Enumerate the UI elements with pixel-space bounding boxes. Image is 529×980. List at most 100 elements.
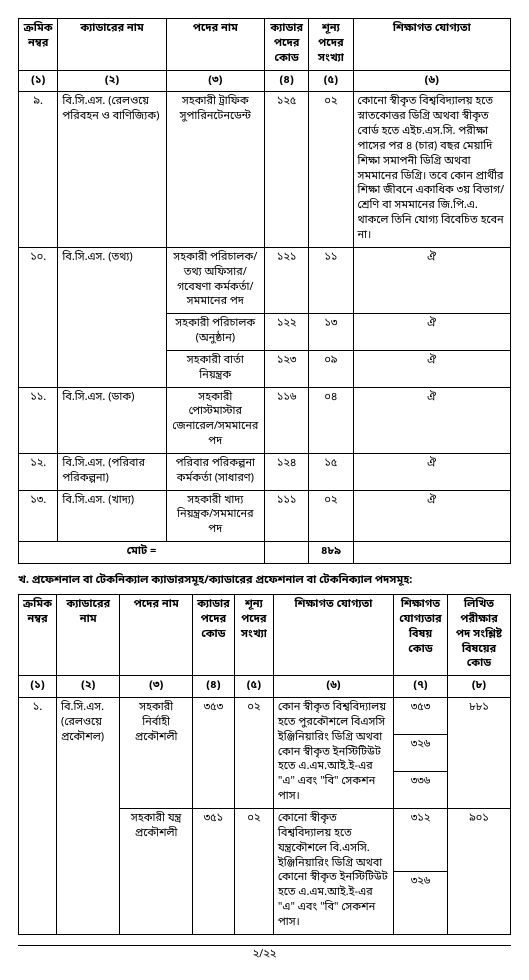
col-post: পদের নাম [166,19,264,71]
cell-vac: ০২ [309,92,353,247]
cell-vac: ০৪ [309,387,353,453]
cell-code: ১২৩ [264,350,308,387]
cell-cadre: বি.সি.এস. (খাদ্য) [58,490,166,542]
table-row: ১০. বি.সি.এস. (তথ্য) সহকারী পরিচালক/তথ্য… [19,247,511,313]
col-qual: শিক্ষাগত যোগ্যতা [273,595,393,676]
cell-vac: ১৩ [309,314,353,351]
cell-code: ১২১ [264,247,308,313]
cell-sl: ১১. [19,387,58,453]
sub-1: (১) [19,70,58,92]
table-2: ক্রমিক নম্বর ক্যাডারের নাম পদের নাম ক্যা… [18,594,511,935]
table-row: ৯. বি.সি.এস. (রেলওয়ে পরিবহন ও বাণিজ্যিক… [19,92,511,247]
sub-6: (৬) [353,70,510,92]
cell-code: ১২৫ [264,92,308,247]
cell-post: সহকারী পরিচালক (অনুষ্ঠান) [166,314,264,351]
cell-code: ১২২ [264,314,308,351]
col-vac: শূন্য পদের সংখ্যা [309,19,353,71]
cell-sl: ৯. [19,92,58,247]
cell-sl: ১৩. [19,490,58,542]
cell-code: ৩৫৩ [192,698,234,809]
sub-4: (৪) [192,676,234,698]
sub-5: (৫) [309,70,353,92]
table-row: (১) (২) (৩) (৪) (৫) (৬) [19,70,511,92]
table-row: ১১. বি.সি.এস. (ডাক) সহকারী পোস্টমাস্টার … [19,387,511,453]
cell-subj: ৩২৬ [393,735,447,772]
cell-cadre: বি.সি.এস. (পরিবার পরিকল্পনা) [58,453,166,490]
page-footer: ২/২২ [18,945,511,962]
cell-post: সহকারী ট্রাফিক সুপারিনটেনডেন্ট [166,92,264,247]
cell-post: সহকারী নির্বাহী প্রকৌশলী [120,698,193,809]
cell-wcode: ৯০১ [447,808,510,934]
cell-qual: ঐ [353,490,510,542]
sub-7: (৭) [393,676,447,698]
cell-vac: ১১ [309,247,353,313]
cell-qual: কোনো স্বীকৃত বিশ্ববিদ্যালয় হতে স্নাতকোত… [353,92,510,247]
cell-subj: ৩৫৩ [393,698,447,735]
cell-post: সহকারী বার্তা নিয়ন্ত্রক [166,350,264,387]
cell-post: সহকারী পোস্টমাস্টার জেনারেল/সমমানের পদ [166,387,264,453]
table-1: ক্রমিক নম্বর ক্যাডারের নাম পদের নাম ক্যা… [18,18,511,564]
cell-code: ১১১ [264,490,308,542]
cell-qual: কোন স্বীকৃত বিশ্ববিদ্যালয় হতে পুরকৌশলে … [273,698,393,809]
cell-sl: ১. [19,698,57,935]
col-sl: ক্রমিক নম্বর [19,595,57,676]
col-vac: শূন্য পদের সংখ্যা [234,595,273,676]
col-code: ক্যাডার পদের কোড [264,19,308,71]
cell-qual: কোনো স্বীকৃত বিশ্ববিদ্যালয় হতে যন্ত্রকৌ… [273,808,393,934]
col-post: পদের নাম [120,595,193,676]
cell-cadre: বি.সি.এস. (রেলওয়ে পরিবহন ও বাণিজ্যিক) [58,92,166,247]
cell-cadre: বি.সি.এস. (ডাক) [58,387,166,453]
cell-post: সহকারী যন্ত্র প্রকৌশলী [120,808,193,934]
sub-5: (৫) [234,676,273,698]
cell-post: সহকারী পরিচালক/তথ্য অফিসার/গবেষণা কর্মকর… [166,247,264,313]
cell-code: ৩৫১ [192,808,234,934]
section-2-title: খ. প্রফেশনাল বা টেকনিক্যাল ক্যাডারসমূহ/ক… [18,574,511,588]
sub-1: (১) [19,676,57,698]
cell-post: পরিবার পরিকল্পনা কর্মকর্তা (সাধারণ) [166,453,264,490]
cell-qual: ঐ [353,314,510,351]
cell-empty [353,542,510,564]
cell-sl: ১০. [19,247,58,387]
sub-3: (৩) [166,70,264,92]
cell-total-vac: ৪৮৯ [309,542,353,564]
sub-2: (২) [57,676,120,698]
cell-empty [264,542,308,564]
cell-total-label: মোট = [19,542,265,564]
col-code: ক্যাডার পদের কোড [192,595,234,676]
cell-post: সহকারী খাদ্য নিয়ন্ত্রক/সমমানের পদ [166,490,264,542]
table-row: ১৩. বি.সি.এস. (খাদ্য) সহকারী খাদ্য নিয়ন… [19,490,511,542]
cell-qual: ঐ [353,247,510,313]
col-subj: শিক্ষাগত যোগ্যতার বিষয় কোড [393,595,447,676]
col-qual: শিক্ষাগত যোগ্যতা [353,19,510,71]
cell-code: ১২৪ [264,453,308,490]
sub-4: (৪) [264,70,308,92]
cell-qual: ঐ [353,387,510,453]
cell-vac: ০২ [309,490,353,542]
sub-3: (৩) [120,676,193,698]
col-cadre: ক্যাডারের নাম [57,595,120,676]
cell-code: ১১৬ [264,387,308,453]
cell-qual: ঐ [353,453,510,490]
sub-8: (৮) [447,676,510,698]
cell-vac: ১৫ [309,453,353,490]
cell-wcode: ৮৮১ [447,698,510,809]
cell-vac: ০২ [234,808,273,934]
cell-subj: ৩৩৬ [393,772,447,809]
cell-subj: ৩১২ [393,808,447,871]
col-cadre: ক্যাডারের নাম [58,19,166,71]
table-row: ক্রমিক নম্বর ক্যাডারের নাম পদের নাম ক্যা… [19,19,511,71]
table-row: ক্রমিক নম্বর ক্যাডারের নাম পদের নাম ক্যা… [19,595,511,676]
cell-vac: ০২ [234,698,273,809]
table-row: (১) (২) (৩) (৪) (৫) (৬) (৭) (৮) [19,676,511,698]
cell-subj: ৩২৬ [393,871,447,934]
table-row: ১. বি.সি.এস. (রেলওয়ে প্রকৌশল) সহকারী নি… [19,698,511,735]
table-row: ১২. বি.সি.এস. (পরিবার পরিকল্পনা) পরিবার … [19,453,511,490]
col-sl: ক্রমিক নম্বর [19,19,58,71]
cell-cadre: বি.সি.এস. (রেলওয়ে প্রকৌশল) [57,698,120,935]
table-row-total: মোট = ৪৮৯ [19,542,511,564]
cell-qual: ঐ [353,350,510,387]
cell-sl: ১২. [19,453,58,490]
col-wcode: লিখিত পরীক্ষার পদ সংশ্লিষ্ট বিষয়ের কোড [447,595,510,676]
cell-cadre: বি.সি.এস. (তথ্য) [58,247,166,387]
cell-vac: ০৯ [309,350,353,387]
